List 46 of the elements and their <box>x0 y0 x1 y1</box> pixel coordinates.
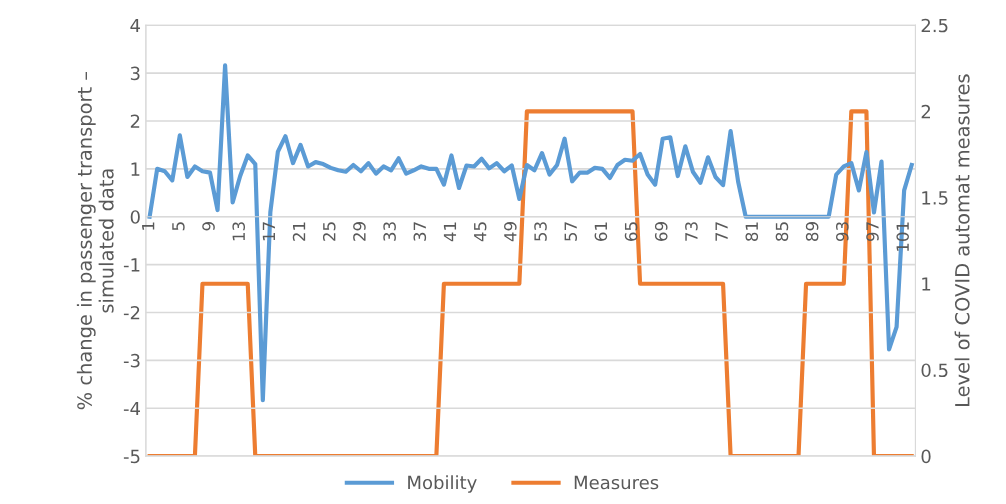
x-tick-label: 61 <box>594 222 608 241</box>
legend-label: Measures <box>574 475 659 490</box>
x-tick-label: 21 <box>292 222 306 241</box>
y-tick-label: -4 <box>123 401 140 416</box>
y-tick-label: 4 <box>130 18 140 33</box>
y-tick-label: -1 <box>123 258 140 272</box>
x-tick-label: 9 <box>202 222 215 231</box>
y2-tick-label: 0 <box>921 449 931 464</box>
y-tick-label: 0 <box>130 210 140 224</box>
legend-label: Mobility <box>408 475 477 493</box>
x-tick-label: 41 <box>443 222 457 242</box>
x-tick-label: 25 <box>322 222 336 241</box>
x-tick-label: 81 <box>745 222 759 241</box>
x-tick-label: 17 <box>262 222 275 241</box>
y2-tick-label: 0.5 <box>921 363 948 378</box>
y-tick-label: 2 <box>130 114 140 128</box>
y-tick-label: -2 <box>123 305 140 320</box>
y-tick-label: -5 <box>123 449 140 464</box>
x-tick-label: 57 <box>564 222 577 241</box>
x-tick-label: 73 <box>685 222 698 241</box>
y-axis-title: % change in passenger transport – simulated data <box>76 71 114 410</box>
y2-tick-label: 2 <box>921 104 930 119</box>
y-tick-label: 3 <box>130 66 140 81</box>
x-tick-label: 65 <box>624 222 638 241</box>
x-tick-label: 69 <box>654 222 668 241</box>
x-tick-label: 37 <box>413 222 427 241</box>
x-tick-label: 33 <box>383 222 396 241</box>
x-tick-label: 77 <box>715 222 728 241</box>
y-tick-label: -3 <box>123 353 140 368</box>
x-tick-label: 101 <box>896 222 909 251</box>
x-tick-label: 93 <box>836 222 849 242</box>
x-tick-label: 5 <box>172 222 185 231</box>
y2-tick-label: 1.5 <box>922 191 948 205</box>
y-tick-label: 1 <box>131 162 140 176</box>
x-tick-label: 45 <box>474 222 487 242</box>
x-tick-label: 13 <box>232 222 246 241</box>
x-tick-label: 49 <box>504 222 517 242</box>
y2-tick-label: 1 <box>922 277 931 291</box>
x-tick-label: 29 <box>353 222 366 241</box>
x-tick-label: 53 <box>534 222 547 241</box>
y2-tick-label: 2.5 <box>921 18 948 33</box>
x-tick-label: 85 <box>775 222 789 241</box>
y2-axis-title: Level of COVID automat measures <box>954 74 970 407</box>
x-tick-label: 97 <box>866 222 879 242</box>
x-tick-label: 1 <box>142 222 155 230</box>
x-tick-label: 89 <box>805 222 819 241</box>
